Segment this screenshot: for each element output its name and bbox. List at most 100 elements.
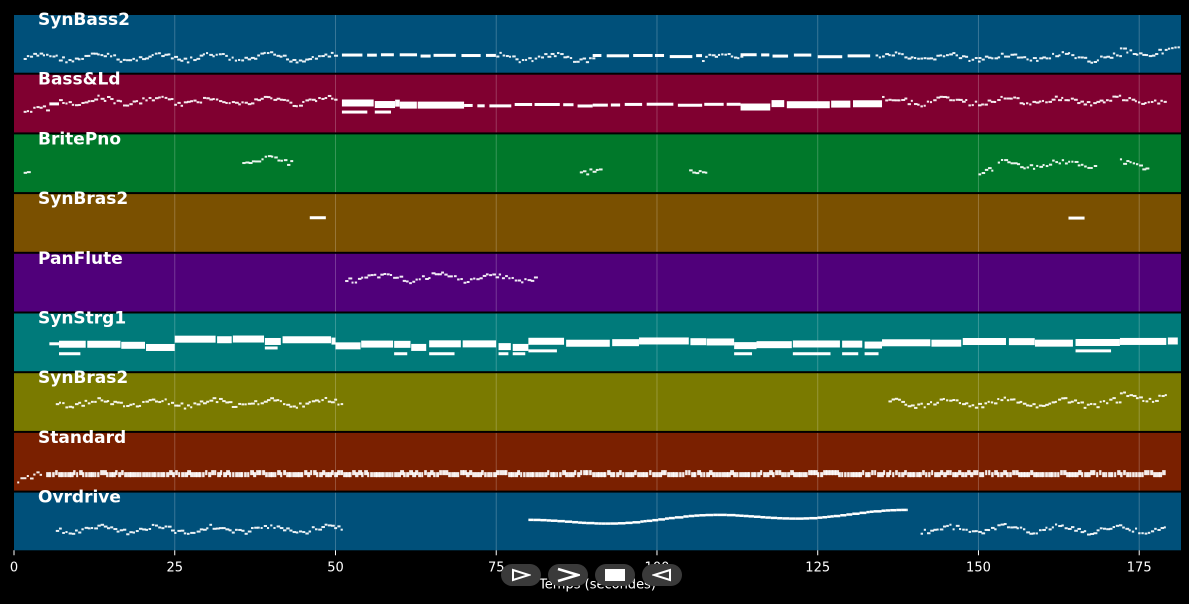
note [1126,395,1130,398]
note [215,401,219,404]
note [164,53,169,56]
note [1067,401,1072,404]
note [772,54,789,58]
note [135,405,140,408]
note [1123,470,1126,476]
stop-button[interactable] [595,564,635,586]
note [1155,399,1159,402]
note [463,470,467,476]
note [563,56,568,59]
note [655,472,659,478]
note [1129,161,1132,164]
note [489,104,512,108]
note [978,104,982,107]
note [881,55,885,58]
note [840,514,847,517]
note [469,470,473,476]
note [1013,96,1017,99]
note [238,103,241,106]
note [832,470,836,476]
note [1075,472,1079,478]
note [1018,472,1022,478]
note [502,470,506,476]
note [94,527,99,530]
note [844,472,847,478]
note [721,53,724,56]
note [283,98,286,101]
note [976,470,979,476]
note [1007,55,1011,58]
note [717,513,727,517]
note [933,403,937,406]
play-button[interactable] [501,564,541,586]
note [1051,98,1056,101]
note [377,276,381,279]
note [583,170,587,173]
note [1086,101,1091,104]
note [115,470,118,476]
note [250,402,255,405]
note [696,54,702,58]
x-tick-label: 175 [1127,560,1152,575]
note [106,400,110,403]
note [161,527,165,530]
note [949,399,953,402]
note [826,470,830,476]
note [1163,526,1166,529]
note [78,531,82,534]
note [87,527,91,530]
note [301,472,304,478]
note [898,99,901,102]
note [1119,158,1123,161]
note [888,400,892,403]
note [222,400,226,403]
note [875,54,879,57]
note [606,54,630,58]
note [658,472,663,478]
note [65,61,68,64]
note [574,470,577,476]
note [327,55,332,58]
note [441,271,444,274]
note [212,527,217,530]
fast-forward-button[interactable] [548,564,588,586]
note [1074,57,1077,60]
note [1064,52,1069,55]
note [276,399,280,402]
note [753,515,761,519]
note [164,525,168,528]
note [124,472,128,478]
note [418,278,421,281]
note [1068,160,1071,163]
note [1038,529,1042,532]
note [305,99,309,102]
note [307,472,311,478]
note [321,526,325,529]
x-tick-label: 25 [166,560,183,575]
note [241,529,245,532]
note [805,472,808,478]
note [1164,48,1168,51]
note [910,56,914,59]
note [314,57,318,60]
note [70,472,74,478]
note [1045,101,1048,104]
note [58,527,62,530]
note [308,98,312,101]
note [896,508,902,512]
note [978,530,982,533]
note [238,528,242,531]
rewind-button[interactable] [642,564,682,586]
note [586,521,595,525]
note [1075,338,1120,346]
note [145,343,175,351]
note [673,472,677,478]
note-group [978,51,1122,64]
note [1000,399,1004,402]
note [311,56,314,59]
note [396,276,399,279]
note [170,401,175,404]
note [964,472,968,478]
note [1157,528,1161,531]
note [1132,52,1137,55]
